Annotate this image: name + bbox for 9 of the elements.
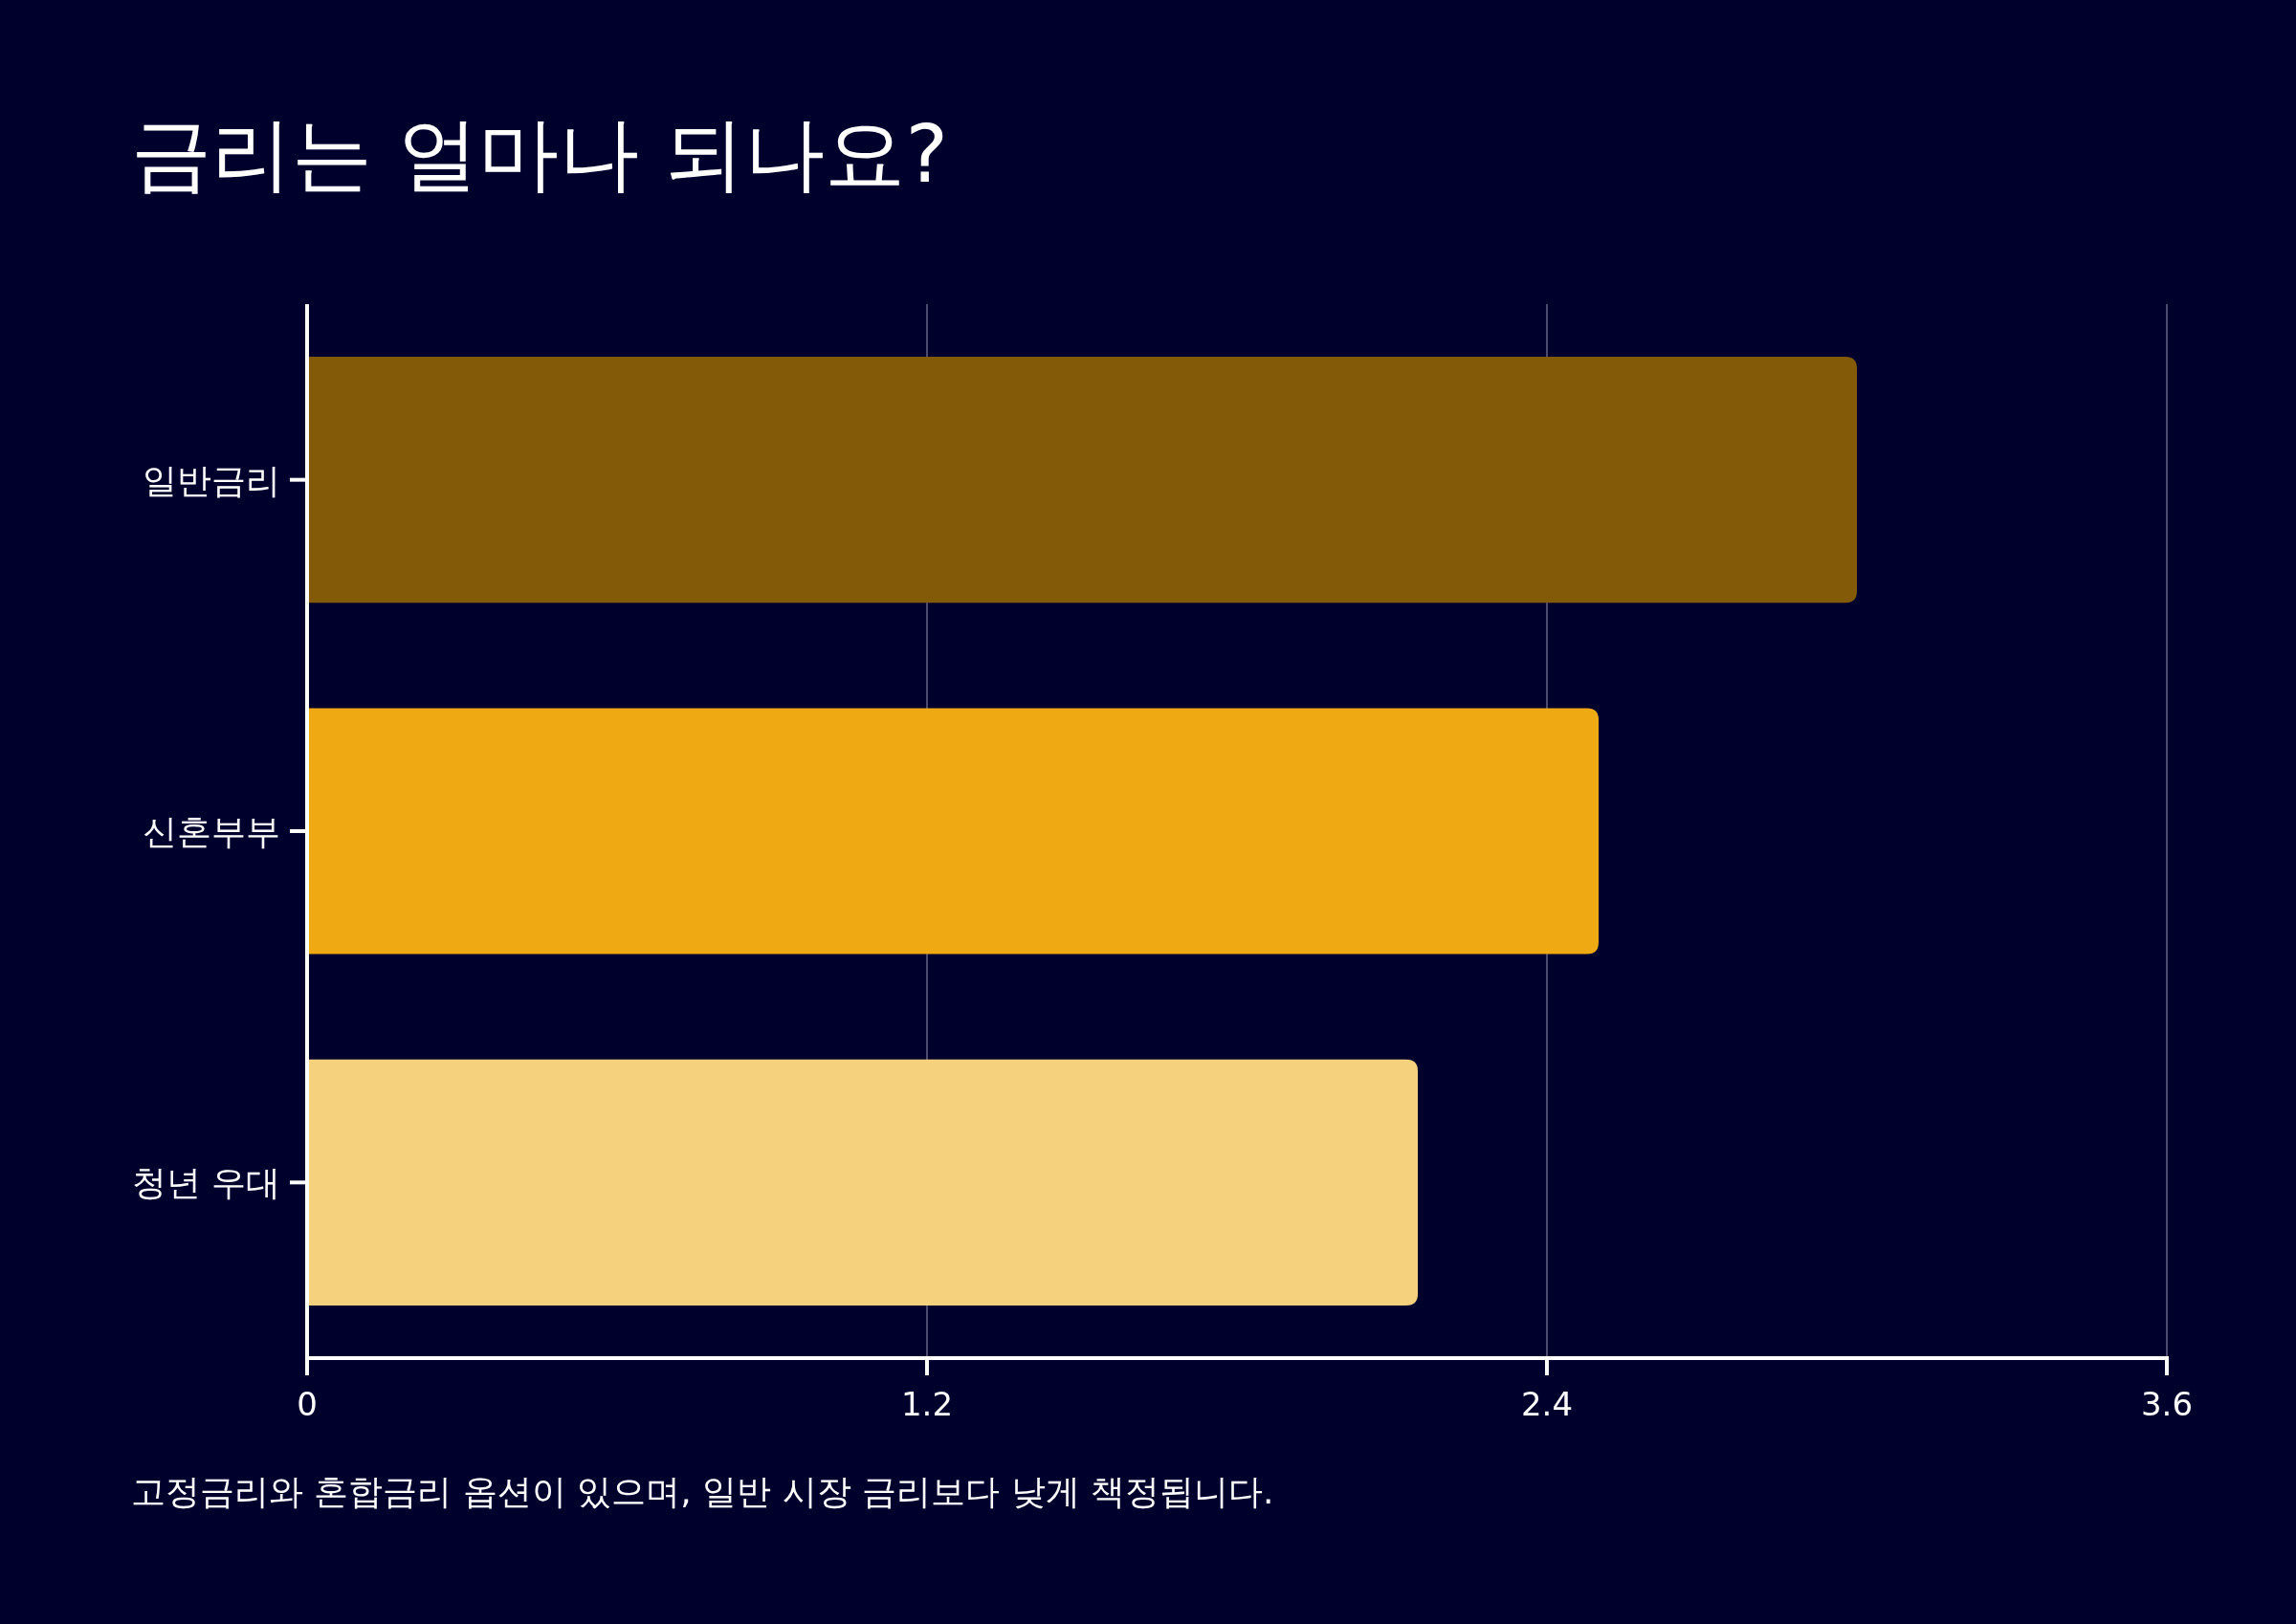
title: 금리는 얼마나 되나요? [131,107,948,201]
x-tick-label: 0 [297,1385,318,1423]
text: 고정금리와 혼합금리 옵션이 있으며, 일반 시장 금리보다 낮게 책정됩니다. [131,1472,1274,1511]
y-tick-label: 신혼부부 [143,812,280,851]
x-tick-label: 3.6 [2140,1385,2194,1423]
x-tick-label: 1.2 [900,1385,954,1423]
y-tick-label: 일반금리 [143,460,280,500]
y-tick-label: 청년 우대 [131,1163,280,1203]
x-tick-label: 2.4 [1520,1385,1574,1423]
